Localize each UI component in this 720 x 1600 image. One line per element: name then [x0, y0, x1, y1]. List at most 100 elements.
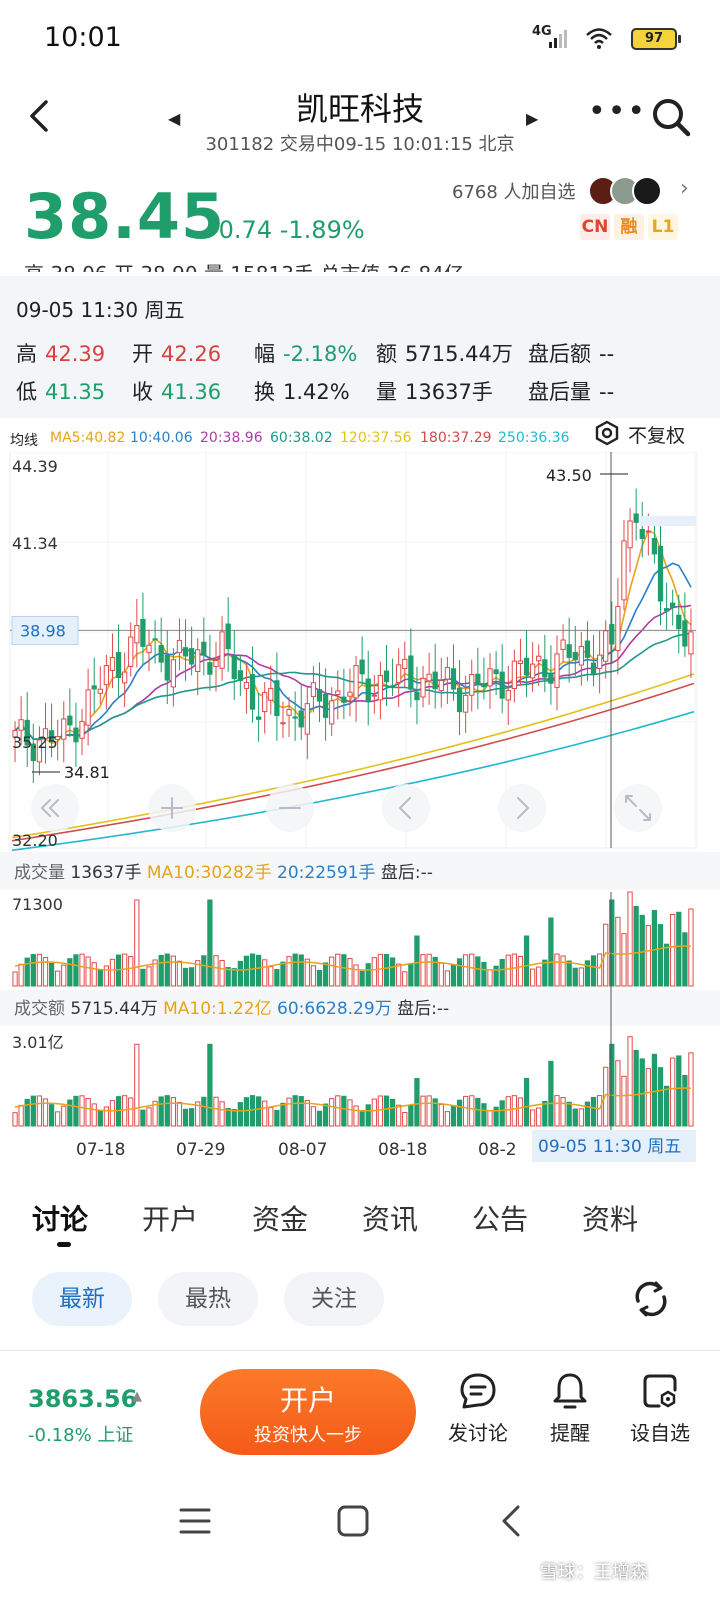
next-stock-icon[interactable]: ▶: [526, 109, 539, 128]
crosshair-price: 38.98: [20, 621, 66, 640]
ma5-value: MA5:40.82: [50, 430, 126, 446]
system-nav-bar: 雪球：王增森: [0, 1482, 720, 1600]
hexagon-settings-icon: [595, 420, 619, 446]
amount-bar: [420, 1095, 426, 1127]
candle-body: [676, 614, 682, 630]
volume-header-bg: [0, 852, 720, 890]
candle-body: [231, 656, 237, 680]
follower-avatars[interactable]: [588, 176, 668, 206]
candle-body: [383, 670, 390, 683]
fullscreen-icon-bg: [614, 784, 662, 832]
volume-bar: [572, 967, 578, 987]
candle-body: [578, 645, 584, 666]
candle-body: [548, 672, 554, 684]
candle-body: [341, 696, 347, 703]
recent-apps-icon[interactable]: [178, 1506, 212, 1536]
stock-subtitle: 301182 交易中09-15 10:01:15 北京: [205, 134, 515, 155]
candle-body: [584, 640, 591, 658]
filter-latest[interactable]: 最新: [32, 1272, 132, 1326]
amount-bar: [426, 1095, 432, 1127]
amount-bar: [152, 1100, 158, 1127]
volume-bar: [590, 955, 597, 987]
adjust-toggle[interactable]: 不复权: [594, 418, 704, 448]
back-arrow-icon[interactable]: [24, 96, 54, 136]
prev-stock-icon[interactable]: ◀: [168, 109, 181, 128]
chevron-right-icon[interactable]: ›: [680, 176, 689, 201]
triangle-up-icon: ▲: [132, 1389, 142, 1404]
volume-bar: [115, 954, 122, 987]
candle-body: [128, 636, 134, 667]
candle-body: [505, 690, 511, 701]
tab-news[interactable]: 资讯: [362, 1203, 419, 1236]
scroll-right-icon[interactable]: [498, 784, 546, 832]
index-change-pct: -0.18%: [28, 1425, 92, 1446]
ma-legend: 均线 MA5:40.82 10:40.06 20:38.96 60:38.02 …: [0, 420, 720, 454]
filter-following[interactable]: 关注: [284, 1272, 384, 1326]
candle-body: [554, 653, 560, 688]
candle-body: [414, 691, 420, 701]
volume-bar: [42, 957, 49, 987]
followers-count[interactable]: 6768 人加自选: [452, 182, 576, 203]
amount-bar: [298, 1096, 304, 1127]
volume-bar: [645, 925, 651, 987]
alert-button[interactable]: 提醒: [530, 1371, 610, 1446]
candle-body: [420, 677, 426, 698]
volume-bar: [182, 967, 189, 987]
shrink-icon[interactable]: [31, 784, 79, 832]
amount-bar: [91, 1103, 97, 1127]
volume-bar: [396, 963, 402, 987]
volume-bar: [408, 964, 414, 987]
tab-discussion[interactable]: 讨论: [32, 1203, 89, 1236]
amount-bar: [554, 1095, 560, 1127]
amount-bar: [396, 1104, 402, 1127]
candle-body: [249, 674, 256, 710]
ma-line: [11, 673, 695, 839]
volume-bar: [511, 953, 517, 987]
stock-header: ◀ 凯旺科技 ▶ 301182 交易中09-15 10:01:15 北京 •••: [0, 76, 720, 166]
volume-bar: [274, 969, 280, 987]
filter-hot[interactable]: 最热: [158, 1272, 258, 1326]
amount-bar: [444, 1111, 451, 1127]
search-icon[interactable]: [650, 96, 692, 138]
amount-bar: [61, 1105, 67, 1127]
more-icon[interactable]: •••: [588, 94, 648, 129]
clock: 10:01: [44, 22, 122, 53]
amount-bar: [383, 1095, 390, 1127]
tab-funds[interactable]: 资金: [252, 1203, 309, 1236]
amount-bar: [67, 1099, 73, 1127]
amount-bar: [414, 1078, 420, 1127]
candle-body: [359, 659, 365, 675]
candles: [12, 488, 694, 784]
volume-bar: [578, 967, 584, 987]
quote-stats-row: 高 38.06 开 38.90 量 15813手 总市值 36.84亿: [24, 258, 704, 272]
scroll-indicator: [640, 516, 696, 526]
amount-bar: [341, 1095, 347, 1127]
refresh-icon[interactable]: [630, 1278, 672, 1320]
crosshair-price-box: [11, 615, 79, 645]
candle-body: [475, 673, 481, 685]
scroll-left-icon[interactable]: [382, 784, 430, 832]
add-watchlist-button[interactable]: 设自选: [620, 1371, 700, 1446]
volume-bar: [688, 908, 694, 987]
tab-profile[interactable]: 资料: [582, 1203, 639, 1236]
volume-bar: [450, 964, 457, 987]
back-nav-icon[interactable]: [498, 1504, 526, 1538]
tab-open-account[interactable]: 开户: [142, 1203, 199, 1236]
candle-body: [432, 671, 438, 690]
open-account-button[interactable]: 开户 投资快人一步: [200, 1369, 416, 1455]
candle-body: [274, 680, 280, 717]
amount-bar: [438, 1103, 444, 1127]
candle-body: [24, 719, 30, 746]
amount-bar: [456, 1099, 463, 1127]
candle-body: [115, 651, 122, 678]
amount-bar: [389, 1098, 396, 1127]
kline-chart[interactable]: 44.39 41.34 38.98 35.25 32.20 43.50 34.81 成交量 1…: [0, 452, 720, 1162]
post-discussion-button[interactable]: 发讨论: [438, 1371, 518, 1446]
volume-bar: [292, 953, 298, 987]
ma-lines: [10, 452, 696, 852]
home-icon[interactable]: [336, 1504, 370, 1538]
volume-bar: [359, 970, 365, 987]
tab-announcements[interactable]: 公告: [472, 1203, 529, 1236]
fullscreen-icon[interactable]: [614, 784, 662, 832]
candle-body: [438, 680, 444, 691]
